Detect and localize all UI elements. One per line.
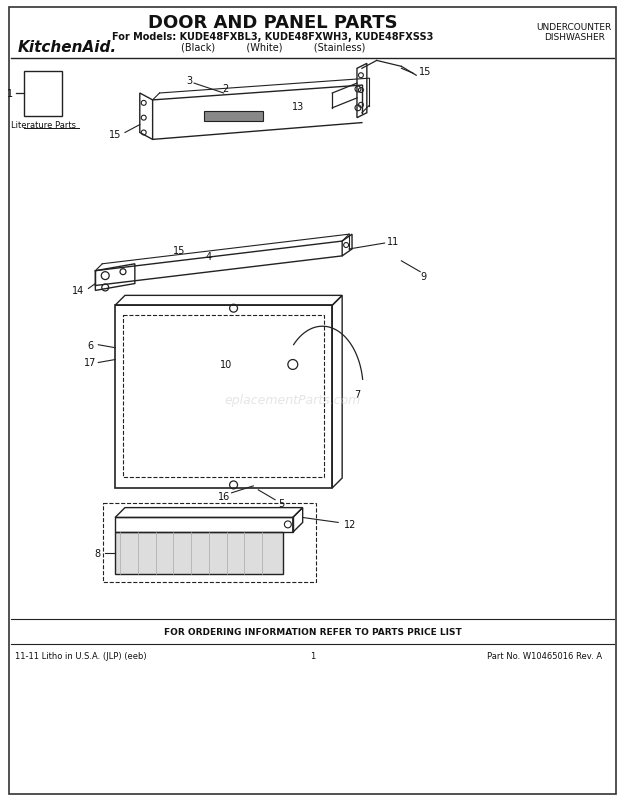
Text: 9: 9 xyxy=(420,271,426,282)
Text: 3: 3 xyxy=(186,76,192,86)
Text: (Black)          (White)          (Stainless): (Black) (White) (Stainless) xyxy=(181,43,365,52)
Text: 16: 16 xyxy=(218,491,230,501)
Bar xyxy=(123,316,324,477)
Text: 17: 17 xyxy=(84,358,97,368)
Text: For Models: KUDE48FXBL3, KUDE48FXWH3, KUDE48FXSS3: For Models: KUDE48FXBL3, KUDE48FXWH3, KU… xyxy=(112,32,434,42)
Text: 2: 2 xyxy=(223,84,229,94)
Text: Part No. W10465016 Rev. A: Part No. W10465016 Rev. A xyxy=(487,651,602,660)
Text: 10: 10 xyxy=(219,360,232,370)
Text: 11: 11 xyxy=(388,237,400,247)
Bar xyxy=(115,533,283,574)
Bar xyxy=(204,111,263,121)
Text: 12: 12 xyxy=(344,520,356,530)
Text: 14: 14 xyxy=(71,286,84,296)
Text: 15: 15 xyxy=(419,67,432,77)
Text: DOOR AND PANEL PARTS: DOOR AND PANEL PARTS xyxy=(148,14,398,32)
Text: 4: 4 xyxy=(206,252,212,261)
Text: 13: 13 xyxy=(291,102,304,111)
Text: UNDERCOUNTER
DISHWASHER: UNDERCOUNTER DISHWASHER xyxy=(536,23,612,43)
Text: 1: 1 xyxy=(7,89,14,99)
Text: eplacementParts.com: eplacementParts.com xyxy=(224,393,361,406)
Text: 7: 7 xyxy=(354,390,360,399)
Text: 15: 15 xyxy=(173,245,185,256)
Text: FOR ORDERING INFORMATION REFER TO PARTS PRICE LIST: FOR ORDERING INFORMATION REFER TO PARTS … xyxy=(164,626,461,636)
Text: 1: 1 xyxy=(310,651,315,660)
Text: 11-11 Litho in U.S.A. (JLP) (eeb): 11-11 Litho in U.S.A. (JLP) (eeb) xyxy=(15,651,146,660)
Text: 5: 5 xyxy=(278,498,284,508)
Bar xyxy=(104,503,316,582)
Bar xyxy=(24,72,62,116)
Text: Literature Parts: Literature Parts xyxy=(11,121,76,130)
Text: 6: 6 xyxy=(87,340,94,350)
Text: 15: 15 xyxy=(109,130,122,140)
Text: KitchenAid.: KitchenAid. xyxy=(18,40,117,55)
Text: 8: 8 xyxy=(94,549,100,558)
